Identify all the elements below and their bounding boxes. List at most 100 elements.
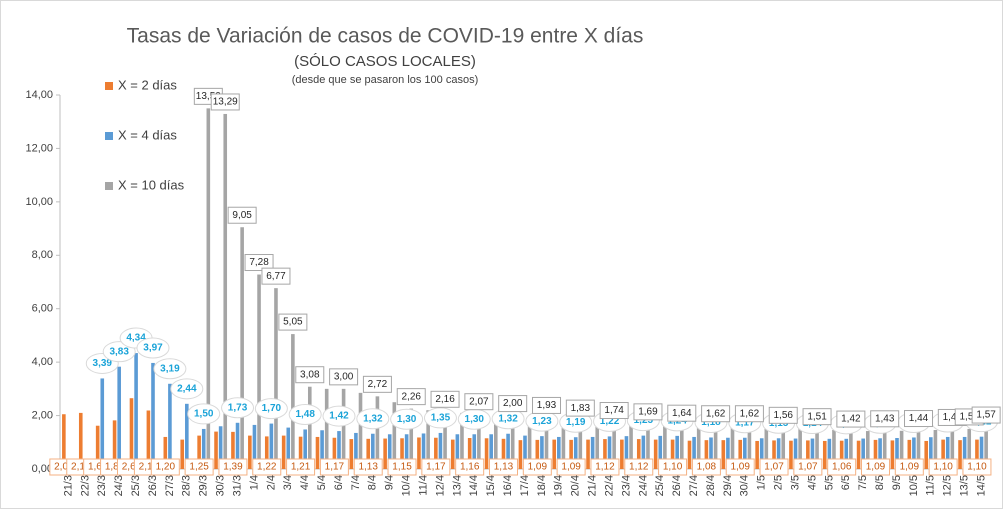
x-tick-label: 24/3 — [113, 475, 125, 496]
x-tick-label: 20/4 — [570, 475, 582, 496]
bar — [264, 436, 269, 469]
bar — [535, 439, 540, 469]
bar — [658, 435, 663, 469]
bar — [899, 430, 904, 469]
bar — [426, 410, 430, 469]
data-label: 2,19 — [139, 462, 159, 473]
x-tick-label: 31/3 — [231, 475, 243, 496]
data-label-bg — [288, 403, 322, 425]
data-label-bg — [590, 458, 620, 476]
bar — [383, 438, 387, 469]
x-tick-label: 18/4 — [536, 475, 548, 496]
data-label: 1,08 — [697, 462, 717, 473]
x-tick-label: 9/4 — [384, 475, 396, 490]
data-label: 1,57 — [976, 410, 996, 421]
bar — [146, 410, 151, 469]
bar — [907, 439, 912, 469]
bar — [721, 440, 726, 469]
bar — [231, 431, 235, 469]
x-tick-label: 6/4 — [333, 475, 345, 490]
data-label: 1,64 — [672, 408, 692, 419]
data-label-bg — [210, 93, 240, 111]
bar — [895, 438, 899, 469]
data-label: 1,62 — [88, 462, 108, 473]
data-label: 1,10 — [663, 462, 683, 473]
data-label-bg — [319, 458, 349, 476]
x-tick-label: 7/5 — [857, 475, 869, 490]
data-label-bg — [295, 366, 325, 384]
data-label: 1,50 — [960, 412, 980, 423]
data-label: 6,77 — [266, 271, 286, 282]
data-label-bg — [184, 458, 214, 476]
bar — [501, 438, 506, 469]
bar — [269, 423, 274, 469]
bar — [434, 437, 438, 469]
bar — [467, 438, 472, 469]
x-tick-label: 14/5 — [975, 475, 987, 496]
x-tick-label: 13/5 — [959, 475, 971, 496]
data-label-bg — [278, 313, 308, 331]
data-label: 2,16 — [435, 394, 455, 405]
data-label: 1,39 — [223, 462, 243, 473]
bar — [629, 423, 633, 469]
bar — [223, 113, 228, 470]
bar — [759, 438, 764, 469]
y-tick-label: 4,00 — [32, 356, 53, 368]
bar — [878, 438, 882, 469]
data-label-bg — [153, 358, 187, 380]
bar — [392, 402, 397, 469]
x-tick-label: 28/3 — [181, 475, 193, 496]
x-tick-label: 29/3 — [198, 475, 210, 496]
x-tick-label: 5/5 — [823, 475, 835, 490]
bar — [861, 438, 865, 469]
bar — [112, 420, 117, 469]
data-label: 1,32 — [498, 413, 518, 424]
data-label-bg — [464, 393, 494, 411]
data-label: 1,43 — [875, 413, 895, 424]
bar — [557, 436, 561, 469]
data-label-bg — [329, 368, 359, 386]
data-label-bg — [430, 390, 460, 408]
bar — [646, 423, 650, 469]
data-label: 1,18 — [701, 417, 721, 428]
bar — [793, 438, 798, 469]
bar — [603, 439, 607, 469]
bar — [197, 435, 201, 469]
data-label-bg — [498, 395, 528, 413]
bar — [185, 403, 189, 469]
bar — [653, 439, 658, 469]
data-label: 1,22 — [600, 416, 620, 427]
bar — [307, 386, 312, 469]
bar — [506, 433, 510, 469]
y-tick-label: 12,00 — [25, 142, 53, 154]
bar — [747, 425, 752, 469]
data-label-bg — [971, 406, 1001, 424]
bar — [443, 411, 447, 469]
data-label-bg — [356, 408, 390, 430]
bar — [409, 408, 414, 469]
data-label-bg — [565, 399, 595, 417]
data-label: 2,44 — [177, 383, 197, 394]
bar — [438, 432, 443, 469]
data-label: 1,06 — [832, 462, 852, 473]
x-tick-label: 1/4 — [248, 475, 260, 490]
data-label: 1,13 — [358, 462, 378, 473]
bar — [975, 439, 979, 469]
bar — [274, 288, 278, 469]
bar — [493, 414, 498, 469]
bar — [421, 433, 426, 469]
y-tick-label: 0,00 — [32, 463, 53, 475]
bar — [134, 353, 138, 469]
data-label: 1,25 — [634, 415, 654, 426]
bar — [168, 383, 172, 469]
bar — [417, 437, 421, 469]
data-label: 2,05 — [54, 462, 74, 473]
data-label-bg — [136, 337, 170, 359]
data-label: 3,39 — [93, 358, 113, 369]
data-label-bg — [322, 405, 356, 427]
x-tick-label: 11/4 — [417, 475, 429, 496]
x-tick-label: 25/4 — [654, 475, 666, 496]
bar — [95, 425, 100, 469]
bar — [180, 439, 185, 469]
bar — [354, 432, 358, 469]
